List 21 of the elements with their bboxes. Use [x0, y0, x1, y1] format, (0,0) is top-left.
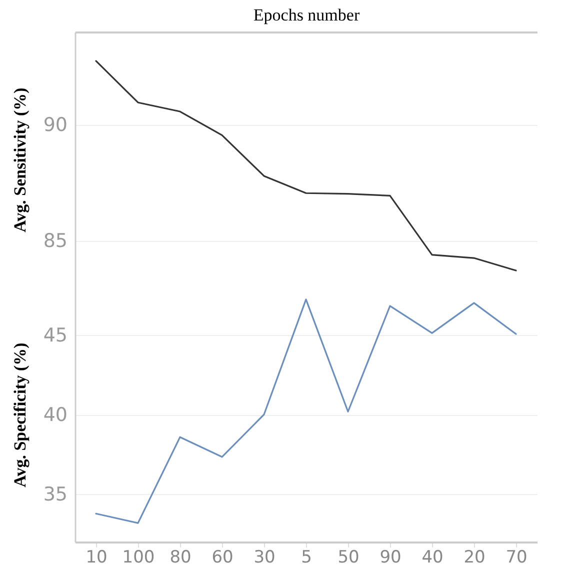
line-series: [95, 298, 517, 524]
y-tick-label: 45: [43, 324, 68, 346]
y-tick-label: 35: [43, 484, 68, 506]
y-axis-title: Avg. Specificity (%): [10, 342, 30, 488]
x-tick-label: 30: [254, 548, 276, 568]
x-tick-label: 80: [170, 548, 192, 568]
x-tick-label: 5: [301, 548, 312, 568]
y-tick-label: 85: [43, 230, 68, 252]
x-tick-label: 100: [122, 548, 155, 568]
x-tick-label: 50: [338, 548, 360, 568]
y-tick-label: 90: [43, 114, 68, 136]
y-tick-label: 40: [43, 404, 68, 426]
x-tick-label: 10: [86, 548, 108, 568]
line-series: [95, 60, 517, 272]
x-tick-label: 20: [464, 548, 486, 568]
x-tick-label: 70: [506, 548, 528, 568]
x-tick-label: 90: [380, 548, 402, 568]
y-axis-title: Avg. Sensitivity (%): [10, 88, 30, 232]
x-tick-label: 40: [422, 548, 444, 568]
x-tick-label: 60: [212, 548, 234, 568]
x-axis-title: Epochs number: [253, 6, 360, 24]
